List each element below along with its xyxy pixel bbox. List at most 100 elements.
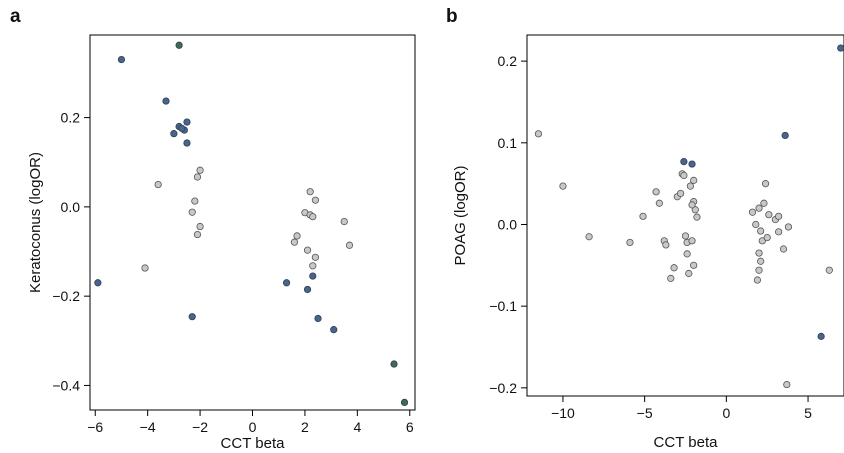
x-tick-label-a: −2 <box>192 419 208 435</box>
data-point-a-nonsignificant <box>345 241 354 249</box>
plot-frame-b <box>526 34 844 397</box>
data-point-a-significant <box>170 130 178 138</box>
data-point-b-nonsignificant <box>755 204 763 212</box>
data-point-b-nonsignificant <box>662 241 670 249</box>
data-point-a-significant <box>390 360 398 368</box>
y-tick-label-a: 0.2 <box>61 110 81 126</box>
x-tick-label-a: 6 <box>406 419 414 435</box>
data-point-a-nonsignificant <box>309 262 317 270</box>
data-point-b-nonsignificant <box>760 199 768 207</box>
data-point-a-significant <box>282 279 291 287</box>
y-tick-label-a: −0.2 <box>52 288 80 304</box>
data-point-a-nonsignificant <box>303 246 312 254</box>
data-point-a-nonsignificant <box>191 197 199 205</box>
data-point-b-nonsignificant <box>585 233 593 241</box>
data-point-b-nonsignificant <box>676 189 685 198</box>
y-tick-label-b: 0.2 <box>498 53 518 69</box>
data-point-a-significant <box>303 285 312 294</box>
data-point-b-nonsignificant <box>755 266 763 274</box>
data-point-b-nonsignificant <box>688 201 696 209</box>
x-axis-label-a: CCT beta <box>221 435 286 452</box>
scatter-chart-poag: −10 −5 0 5 −0.2 −0.1 0.0 0.1 0.2 CCT beta POAG (lo… <box>452 34 844 451</box>
x-tick-label-b: −5 <box>637 405 653 421</box>
data-point-a-nonsignificant <box>193 173 202 181</box>
data-point-a-significant <box>330 326 338 334</box>
data-point-b-nonsignificant <box>825 266 833 274</box>
data-point-b-nonsignificant <box>680 171 688 180</box>
plot-frame-a <box>89 34 416 411</box>
data-point-a-nonsignificant <box>196 222 204 231</box>
data-point-b-nonsignificant <box>757 227 765 235</box>
data-point-b-nonsignificant <box>783 380 791 389</box>
data-point-b-nonsignificant <box>748 208 757 216</box>
panel-b-label: b <box>446 6 458 27</box>
y-tick-label-b: −0.1 <box>489 298 517 314</box>
x-tick-label-a: 0 <box>249 419 257 435</box>
data-point-a-significant <box>183 139 191 147</box>
x-tick-label-a: 2 <box>301 419 309 435</box>
x-tick-label-b: −10 <box>551 405 575 421</box>
data-point-b-nonsignificant <box>686 182 695 190</box>
data-point-b-nonsignificant <box>763 233 771 242</box>
data-point-b-nonsignificant <box>753 276 761 284</box>
data-point-b-nonsignificant <box>775 228 783 236</box>
data-point-b-nonsignificant <box>626 238 634 247</box>
data-point-a-significant <box>162 97 170 105</box>
data-point-a-nonsignificant <box>193 230 202 239</box>
data-point-a-nonsignificant <box>309 213 317 221</box>
data-point-b-nonsignificant <box>652 188 660 196</box>
y-axis-label-b: POAG (logOR) <box>452 165 469 265</box>
data-point-b-nonsignificant <box>775 212 783 220</box>
data-point-b-nonsignificant <box>639 212 647 220</box>
data-point-a-significant <box>183 118 191 126</box>
data-point-b-nonsignificant <box>693 213 701 221</box>
data-point-a-nonsignificant <box>188 208 196 216</box>
y-axis-label-a: Keratoconus (logOR) <box>27 152 44 293</box>
data-point-b-nonsignificant <box>757 257 765 265</box>
data-point-b-nonsignificant <box>559 182 567 190</box>
data-point-a-significant <box>117 55 126 64</box>
panel-a-label: a <box>10 6 21 27</box>
data-point-b-significant <box>688 160 696 168</box>
data-point-a-significant <box>314 314 322 323</box>
data-point-b-nonsignificant <box>755 249 763 257</box>
x-tick-label-b: 5 <box>804 405 812 421</box>
data-point-a-nonsignificant <box>306 188 314 196</box>
data-point-b-nonsignificant <box>779 245 788 253</box>
data-point-b-nonsignificant <box>690 176 698 184</box>
data-point-a-nonsignificant <box>311 196 320 204</box>
data-point-b-significant <box>817 332 825 340</box>
data-point-a-nonsignificant <box>141 264 149 272</box>
y-tick-label-b: 0.1 <box>498 135 518 151</box>
data-point-b-significant <box>837 44 844 52</box>
x-tick-label-a: −6 <box>87 419 103 435</box>
data-point-a-significant <box>175 41 183 49</box>
data-point-a-nonsignificant <box>311 253 320 261</box>
data-point-b-nonsignificant <box>758 237 766 245</box>
data-point-b-nonsignificant <box>690 261 698 269</box>
y-tick-label-b: 0.0 <box>498 216 518 232</box>
data-point-b-nonsignificant <box>655 199 663 207</box>
data-point-b-nonsignificant <box>681 232 690 240</box>
data-point-b-nonsignificant <box>685 269 693 278</box>
data-point-b-nonsignificant <box>670 264 678 272</box>
data-point-b-significant <box>781 131 789 140</box>
scatter-chart-keratoconus: −6 −4 −2 0 2 4 6 −0.4 −0.2 0.0 0.2 CCT beta Keratoco… <box>27 34 416 452</box>
data-point-b-nonsignificant <box>667 274 675 282</box>
data-point-a-nonsignificant <box>196 166 204 174</box>
data-point-b-nonsignificant <box>784 223 793 231</box>
data-point-a-nonsignificant <box>154 180 162 189</box>
data-point-a-significant <box>178 124 186 132</box>
x-tick-label-a: −4 <box>140 419 156 435</box>
data-point-b-nonsignificant <box>761 180 770 188</box>
y-tick-label-b: −0.2 <box>489 380 517 396</box>
data-point-b-nonsignificant <box>691 206 699 214</box>
data-point-b-nonsignificant <box>765 211 773 219</box>
data-point-b-significant <box>680 157 688 166</box>
y-tick-label-a: 0.0 <box>61 199 81 215</box>
data-point-a-significant <box>400 398 409 407</box>
data-point-a-significant <box>188 313 196 321</box>
data-point-b-nonsignificant <box>688 237 696 245</box>
data-point-a-nonsignificant <box>293 232 301 240</box>
data-point-b-nonsignificant <box>683 250 691 258</box>
